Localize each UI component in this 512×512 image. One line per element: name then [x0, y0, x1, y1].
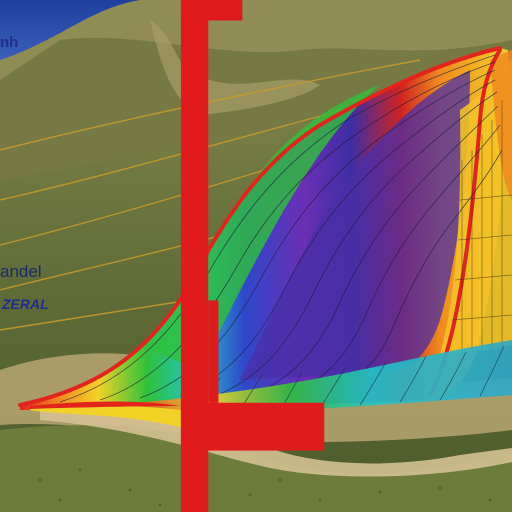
label-scale: ZERAL: [2, 296, 49, 312]
slope-face-orange: [490, 50, 512, 200]
label-mid: andel: [0, 262, 42, 281]
slope-face: [440, 60, 512, 355]
face-grid: [451, 100, 512, 352]
leading-tongue: [30, 405, 207, 435]
foot-band: [110, 340, 512, 413]
slope-core: [240, 70, 470, 380]
leading-tongue-red: [30, 401, 180, 409]
label-top: nh: [0, 34, 19, 51]
sand-ridge-front: [0, 425, 512, 512]
